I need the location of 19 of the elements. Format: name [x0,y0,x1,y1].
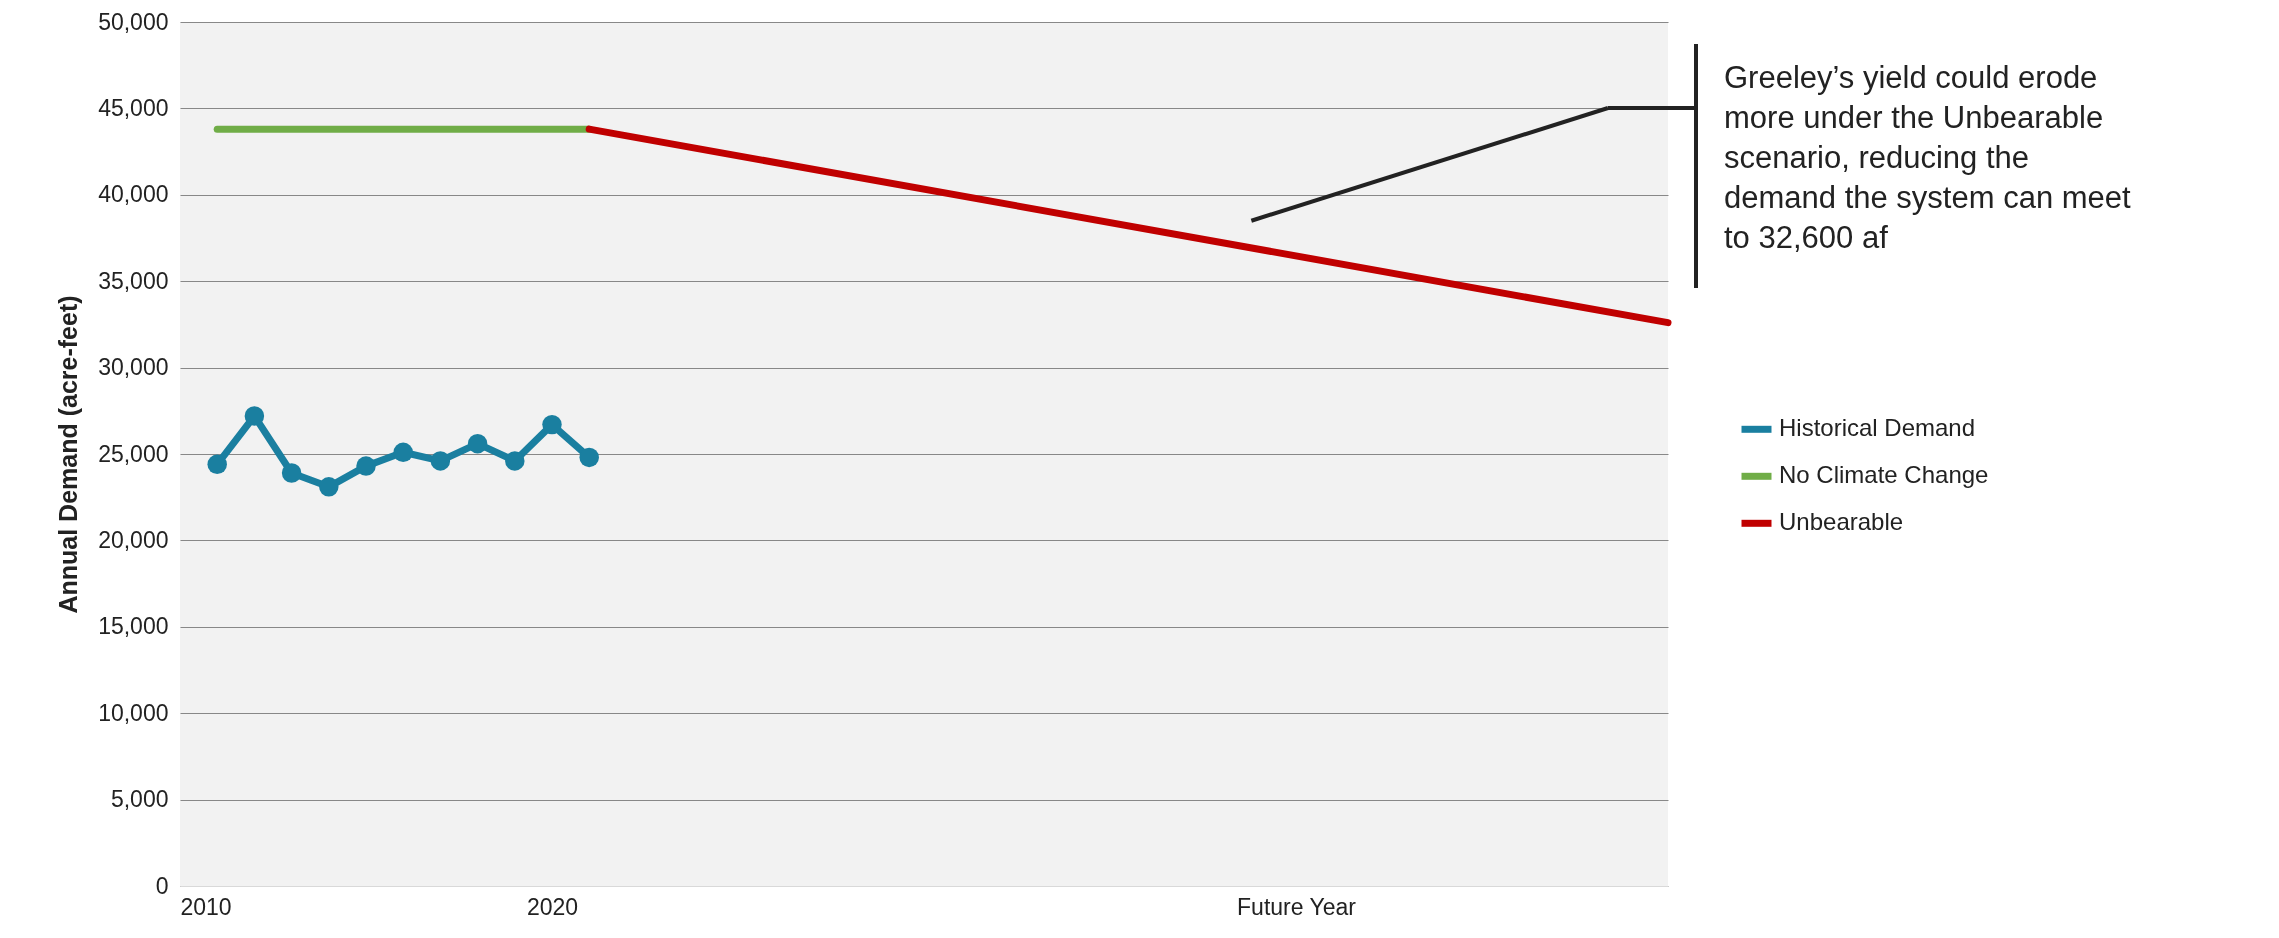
y-tick-label: 5,000 [110,786,169,813]
y-tick-label: 10,000 [98,699,169,726]
y-tick-label: 30,000 [98,354,169,381]
x-tick-label: Future Year [1237,893,1357,920]
x-tick-label: 2020 [526,893,579,920]
text: Greeley’s yield could erode more under the Unbearable scenario, reducing the demand the system can meet to 32,600 af [1724,60,2132,255]
y-tick-label: 40,000 [98,181,169,208]
y-axis-title: Annual Demand (acre-feet) [54,295,83,614]
legend-label: No Climate Change [1779,461,1989,489]
x-tick-label: 2010 [180,893,232,920]
y-tick-label: 0 [155,872,169,899]
legend-label: Historical Demand [1779,414,1976,442]
y-tick-label: 20,000 [98,526,169,553]
y-tick-label: 15,000 [98,613,169,640]
legend-label: Unbearable [1779,508,1904,536]
y-tick-label: 25,000 [98,440,169,467]
y-tick-label: 45,000 [98,94,169,121]
y-tick-label: 50,000 [98,8,169,35]
y-tick-label: 35,000 [98,267,169,294]
